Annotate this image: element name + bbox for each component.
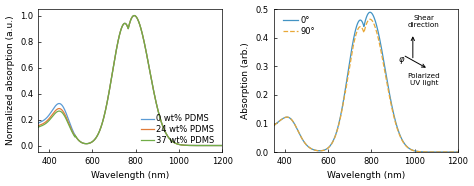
Line: 24 wt% PDMS: 24 wt% PDMS (38, 16, 222, 145)
0 wt% PDMS (45, 116, 50, 118)
37 wt% PDMS (36, 126, 41, 128)
X-axis label: Wavelength (nm): Wavelength (nm) (91, 171, 169, 180)
0 wt% PDMS (181, 144, 186, 146)
0° (416, 150, 422, 153)
37 wt% PDMS (219, 144, 225, 147)
0° (271, 124, 277, 127)
0 wt% PDMS (36, 122, 41, 124)
24 wt% PDMS (214, 144, 220, 147)
Text: Shear
direction: Shear direction (408, 15, 440, 28)
24 wt% PDMS (125, 26, 131, 28)
90° (356, 27, 361, 29)
0° (367, 11, 373, 13)
24 wt% PDMS (120, 24, 126, 26)
24 wt% PDMS (219, 144, 225, 147)
37 wt% PDMS (214, 144, 220, 147)
0 wt% PDMS (131, 15, 137, 17)
0° (361, 24, 366, 26)
Line: 37 wt% PDMS: 37 wt% PDMS (38, 16, 222, 145)
0 wt% PDMS (214, 144, 220, 147)
0 wt% PDMS (214, 144, 220, 147)
90° (271, 124, 277, 127)
0° (356, 20, 361, 23)
90° (281, 117, 286, 119)
37 wt% PDMS (120, 24, 126, 26)
90° (450, 151, 456, 153)
90° (361, 30, 366, 32)
Y-axis label: Normalized absorption (a.u.): Normalized absorption (a.u.) (6, 16, 15, 145)
90° (367, 18, 373, 20)
24 wt% PDMS (131, 15, 137, 17)
37 wt% PDMS (214, 144, 220, 147)
24 wt% PDMS (36, 125, 41, 127)
90° (455, 151, 461, 153)
Legend: 0 wt% PDMS, 24 wt% PDMS, 37 wt% PDMS: 0 wt% PDMS, 24 wt% PDMS, 37 wt% PDMS (140, 113, 216, 146)
37 wt% PDMS (181, 144, 186, 146)
24 wt% PDMS (181, 144, 186, 146)
0° (450, 151, 456, 153)
24 wt% PDMS (45, 119, 50, 121)
Text: φ: φ (399, 55, 404, 64)
Line: 0 wt% PDMS: 0 wt% PDMS (38, 16, 222, 145)
Legend: 0°, 90°: 0°, 90° (282, 15, 317, 38)
37 wt% PDMS (131, 15, 137, 17)
90° (450, 151, 456, 153)
24 wt% PDMS (214, 144, 220, 147)
37 wt% PDMS (45, 121, 50, 123)
Line: 0°: 0° (274, 12, 458, 152)
0 wt% PDMS (120, 24, 126, 26)
X-axis label: Wavelength (nm): Wavelength (nm) (327, 171, 405, 180)
Text: Polarized
UV light: Polarized UV light (408, 73, 440, 86)
0 wt% PDMS (219, 144, 225, 147)
Line: 90°: 90° (274, 19, 458, 152)
0 wt% PDMS (125, 26, 131, 28)
90° (416, 150, 422, 153)
37 wt% PDMS (125, 26, 131, 28)
0° (455, 151, 461, 153)
0° (450, 151, 456, 153)
0° (281, 117, 286, 119)
Y-axis label: Absorption (arb.): Absorption (arb.) (241, 42, 250, 119)
